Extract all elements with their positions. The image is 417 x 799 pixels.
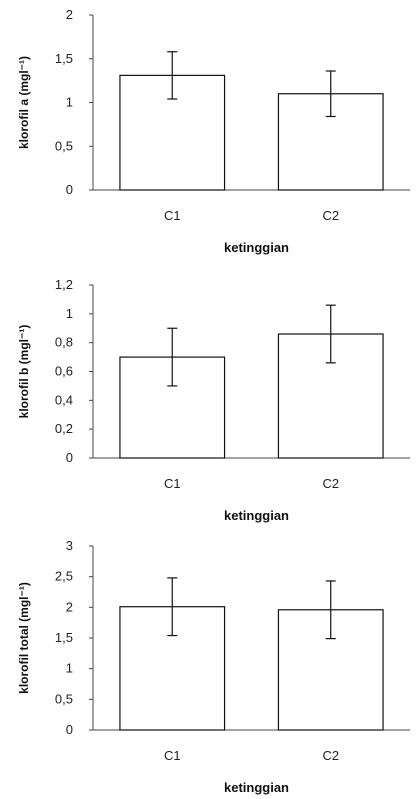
- x-tick-label: C1: [164, 208, 181, 223]
- x-tick-label: C1: [164, 476, 181, 491]
- y-tick-label: 0,8: [55, 335, 73, 350]
- y-tick-label: 0: [66, 182, 73, 197]
- chart-klorofil-a: 0 0,5 1 1,5 2 C1 C2 ketinggian klorofil a (mgl⁻¹…: [17, 7, 410, 255]
- x-axis-label: ketinggian: [224, 780, 289, 795]
- y-tick-label: 1: [66, 306, 73, 321]
- x-tick-label: C2: [322, 476, 339, 491]
- y-tick-label: 0: [66, 722, 73, 737]
- y-tick-label: 0,2: [55, 421, 73, 436]
- y-tick-label: 2,5: [55, 569, 73, 584]
- y-tick-label: 2: [66, 7, 73, 22]
- x-axis-label: ketinggian: [224, 240, 289, 255]
- y-tick-label: 3: [66, 538, 73, 553]
- y-axis-label: klorofil b (mgl⁻¹): [17, 325, 31, 419]
- y-tick-label: 2: [66, 599, 73, 614]
- y-tick-label: 1,5: [55, 630, 73, 645]
- x-tick-label: C2: [322, 208, 339, 223]
- chart-klorofil-total: 0 0,5 1 1,5 2 2,5 3 C1 C2 ketinggian klorofil tota…: [17, 538, 410, 795]
- x-axis-label: ketinggian: [224, 508, 289, 523]
- y-axis-label: klorofil total (mgl⁻¹): [17, 582, 31, 694]
- y-tick-label: 0,6: [55, 364, 73, 379]
- y-tick-label: 1,2: [55, 277, 73, 292]
- y-tick-label: 0,4: [55, 392, 73, 407]
- y-tick-label: 0,5: [55, 691, 73, 706]
- y-tick-label: 1: [66, 661, 73, 676]
- y-tick-label: 0: [66, 450, 73, 465]
- y-tick-label: 1,5: [55, 51, 73, 66]
- x-tick-label: C1: [164, 748, 181, 763]
- chart-klorofil-b: 0 0,2 0,4 0,6 0,8 1 1,2 C1 C2 ketinggian klorofil …: [17, 277, 410, 523]
- x-tick-label: C2: [322, 748, 339, 763]
- y-tick-label: 1: [66, 95, 73, 110]
- y-axis-label: klorofil a (mgl⁻¹): [17, 56, 31, 149]
- y-tick-label: 0,5: [55, 138, 73, 153]
